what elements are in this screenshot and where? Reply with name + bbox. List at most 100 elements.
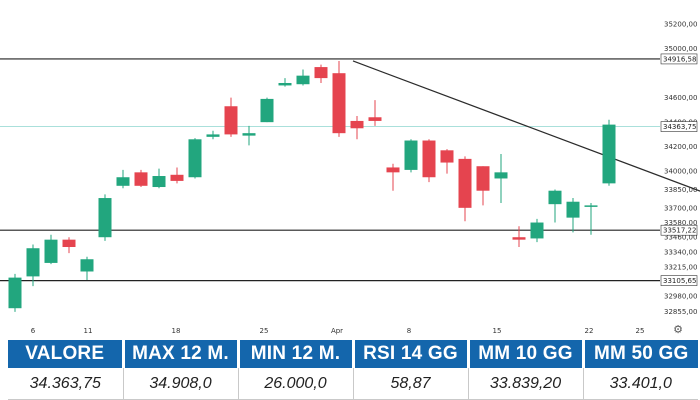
- candle-body: [404, 140, 418, 170]
- stat-label-mm-50gg: MM 50 GG: [583, 340, 698, 368]
- y-tick-label: 33215,00: [664, 264, 697, 272]
- candle-body: [566, 201, 580, 218]
- candle-body: [368, 117, 382, 121]
- candle-body: [8, 277, 22, 309]
- candle: [530, 218, 544, 243]
- candle-body: [80, 259, 94, 272]
- level-tag-box: [660, 224, 698, 236]
- stat-value-mm-50gg: 33.401,0: [583, 368, 698, 400]
- stat-value-mm-10gg: 33.839,20: [468, 368, 584, 400]
- candle-body: [530, 222, 544, 239]
- level-tag-box: [660, 121, 698, 132]
- candle-body: [440, 150, 454, 163]
- candle-body: [350, 120, 364, 129]
- candle: [170, 167, 184, 184]
- candle-body: [188, 139, 202, 178]
- stat-label-valore: VALORE: [8, 340, 125, 368]
- candle: [512, 226, 526, 248]
- candlestick-chart: 35200,0035000,0034600,0034400,0034200,00…: [0, 21, 700, 336]
- level-tag-box: [660, 53, 698, 65]
- candle: [296, 69, 310, 86]
- x-tick-label: 18: [172, 327, 181, 335]
- x-tick-label: 11: [84, 327, 93, 335]
- candle: [98, 194, 112, 241]
- trendline: [352, 60, 700, 192]
- candle-body: [422, 140, 436, 178]
- x-tick-label: 25: [260, 327, 269, 335]
- candle-body: [62, 239, 76, 248]
- x-tick-label: 22: [585, 327, 594, 335]
- candle-body: [314, 67, 328, 79]
- candle-body: [98, 198, 112, 238]
- candle: [314, 64, 328, 83]
- candle-body: [224, 106, 238, 135]
- candle: [368, 100, 382, 126]
- candle-body: [134, 172, 148, 186]
- level-tag-label: 34916,58: [663, 55, 696, 63]
- candle: [494, 153, 508, 203]
- candle-body: [584, 205, 598, 207]
- stat-value-valore: 34.363,75: [8, 368, 124, 400]
- candle: [242, 125, 256, 146]
- candle: [350, 116, 364, 140]
- candle: [8, 273, 22, 312]
- candle-body: [296, 75, 310, 85]
- y-tick-label: 33850,00: [664, 186, 697, 194]
- chart-canvas: 35200,0035000,0034600,0034400,0034200,00…: [0, 21, 700, 335]
- candle: [566, 198, 580, 233]
- stats-header-row: VALORE MAX 12 M. MIN 12 M. RSI 14 GG MM …: [8, 340, 698, 368]
- level-tag-label: 34363,75: [663, 123, 696, 131]
- candle: [422, 139, 436, 183]
- y-tick-label: 32855,00: [664, 308, 697, 316]
- candle-body: [206, 134, 220, 137]
- candle: [458, 156, 472, 222]
- candle: [224, 97, 238, 137]
- candle-body: [278, 82, 292, 86]
- gear-icon[interactable]: ⚙: [673, 324, 683, 336]
- candle-body: [260, 98, 274, 123]
- stats-value-row: 34.363,75 34.908,0 26.000,0 58,87 33.839…: [8, 368, 698, 400]
- stat-value-rsi-14gg: 58,87: [353, 368, 469, 400]
- candle: [584, 202, 598, 235]
- candle: [278, 78, 292, 87]
- x-tick-label: 25: [636, 327, 645, 335]
- stat-label-min-12m: MIN 12 M.: [238, 340, 355, 368]
- y-tick-label: 32980,00: [664, 292, 697, 300]
- candle-body: [170, 174, 184, 181]
- x-tick-label: 6: [31, 327, 36, 335]
- stat-value-max-12m: 34.908,0: [123, 368, 239, 400]
- y-tick-label: 35200,00: [664, 21, 697, 29]
- level-tag-box: [660, 275, 698, 286]
- candle-body: [152, 176, 166, 188]
- candle: [386, 163, 400, 191]
- candle-body: [26, 248, 40, 277]
- x-tick-label: 8: [407, 327, 411, 335]
- y-tick-label: 33700,00: [664, 204, 697, 212]
- candle-body: [44, 239, 58, 263]
- stat-label-rsi-14gg: RSI 14 GG: [353, 340, 470, 368]
- candle: [80, 256, 94, 281]
- candle: [476, 166, 490, 206]
- x-tick-label: Apr: [331, 327, 343, 335]
- candle-body: [116, 177, 130, 186]
- candle-body: [548, 190, 562, 205]
- y-tick-label: 33340,00: [664, 248, 697, 256]
- candle: [62, 237, 76, 254]
- candle-body: [332, 73, 346, 134]
- candle: [260, 97, 274, 123]
- candle: [404, 139, 418, 173]
- candle-body: [512, 237, 526, 240]
- candle: [44, 234, 58, 265]
- candle-body: [494, 172, 508, 179]
- y-tick-label: 33580,00: [664, 219, 697, 227]
- candle: [440, 149, 454, 174]
- y-tick-label: 34200,00: [664, 143, 697, 151]
- candle-body: [476, 166, 490, 191]
- candle: [152, 168, 166, 189]
- stat-label-max-12m: MAX 12 M.: [123, 340, 240, 368]
- level-tag-label: 33517,22: [663, 227, 696, 235]
- stat-value-min-12m: 26.000,0: [238, 368, 354, 400]
- candle: [26, 244, 40, 287]
- y-tick-label: 34600,00: [664, 94, 697, 102]
- candle: [134, 169, 148, 188]
